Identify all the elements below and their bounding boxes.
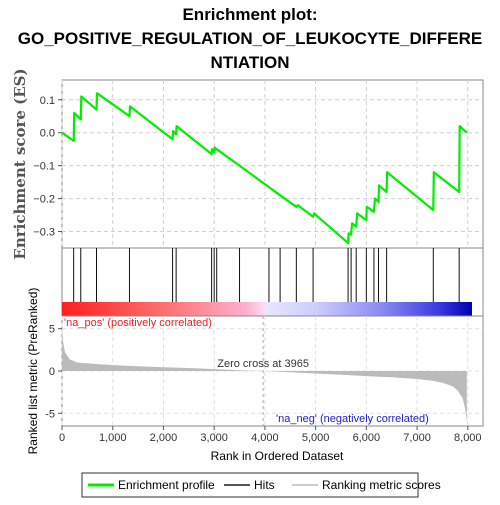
x-tick-label: 0 — [59, 432, 65, 444]
rank-color-bar — [62, 302, 472, 316]
x-axis-label: Rank in Ordered Dataset — [211, 449, 344, 463]
zero-cross-label: Zero cross at 3965 — [217, 358, 309, 370]
es-gridlines — [61, 80, 483, 248]
rank-y-ticks: -5 0 5 — [45, 324, 62, 420]
x-tick-label: 2,000 — [150, 432, 178, 444]
ranking-metric-area — [62, 327, 467, 422]
rank-y-tick-label: 5 — [49, 324, 55, 336]
es-panel-frame — [61, 79, 484, 249]
hits-group — [73, 248, 460, 302]
legend-label: Enrichment profile — [118, 478, 215, 492]
x-tick-label: 4,000 — [251, 432, 279, 444]
x-tick-label: 5,000 — [302, 432, 330, 444]
chart-title-line-2: GO_POSITIVE_REGULATION_OF_LEUKOCYTE_DIFF… — [18, 29, 482, 48]
es-y-axis-label: Enrichment score (ES) — [11, 68, 29, 259]
legend-label: Hits — [254, 478, 275, 492]
x-tick-label: 8,000 — [454, 432, 482, 444]
chart-title-line-3: NTIATION — [210, 53, 289, 72]
es-y-tick-label: 0.0 — [40, 128, 55, 140]
x-tick-label: 1,000 — [99, 432, 127, 444]
rank-y-axis-label: Ranked list metric (PreRanked) — [26, 288, 40, 455]
legend-label: Ranking metric scores — [322, 478, 441, 492]
rank-y-tick-label: 0 — [49, 366, 55, 378]
x-ticks: 0 1,000 2,000 3,000 4,000 5,000 6,000 7,000 8,00… — [59, 426, 482, 444]
legend: Enrichment profile Hits Ranking metric sco… — [88, 478, 441, 492]
rank-y-tick-label: -5 — [45, 408, 55, 420]
es-series-group — [61, 92, 468, 245]
x-tick-label: 6,000 — [353, 432, 381, 444]
es-y-ticks: −0.3 −0.2 −0.1 0.0 0.1 — [33, 95, 62, 239]
es-y-tick-label: −0.2 — [33, 194, 55, 206]
pos-correlated-label: 'na_pos' (positively correlated) — [64, 317, 212, 329]
x-tick-label: 7,000 — [403, 432, 431, 444]
x-tick-label: 3,000 — [200, 432, 228, 444]
es-y-tick-label: −0.1 — [33, 161, 55, 173]
es-y-tick-label: 0.1 — [40, 95, 55, 107]
es-y-tick-label: −0.3 — [33, 227, 55, 239]
enrichment-profile-line — [61, 92, 468, 245]
neg-correlated-label: 'na_neg' (negatively correlated) — [276, 413, 429, 425]
chart-title-line-1: Enrichment plot: — [182, 5, 317, 24]
